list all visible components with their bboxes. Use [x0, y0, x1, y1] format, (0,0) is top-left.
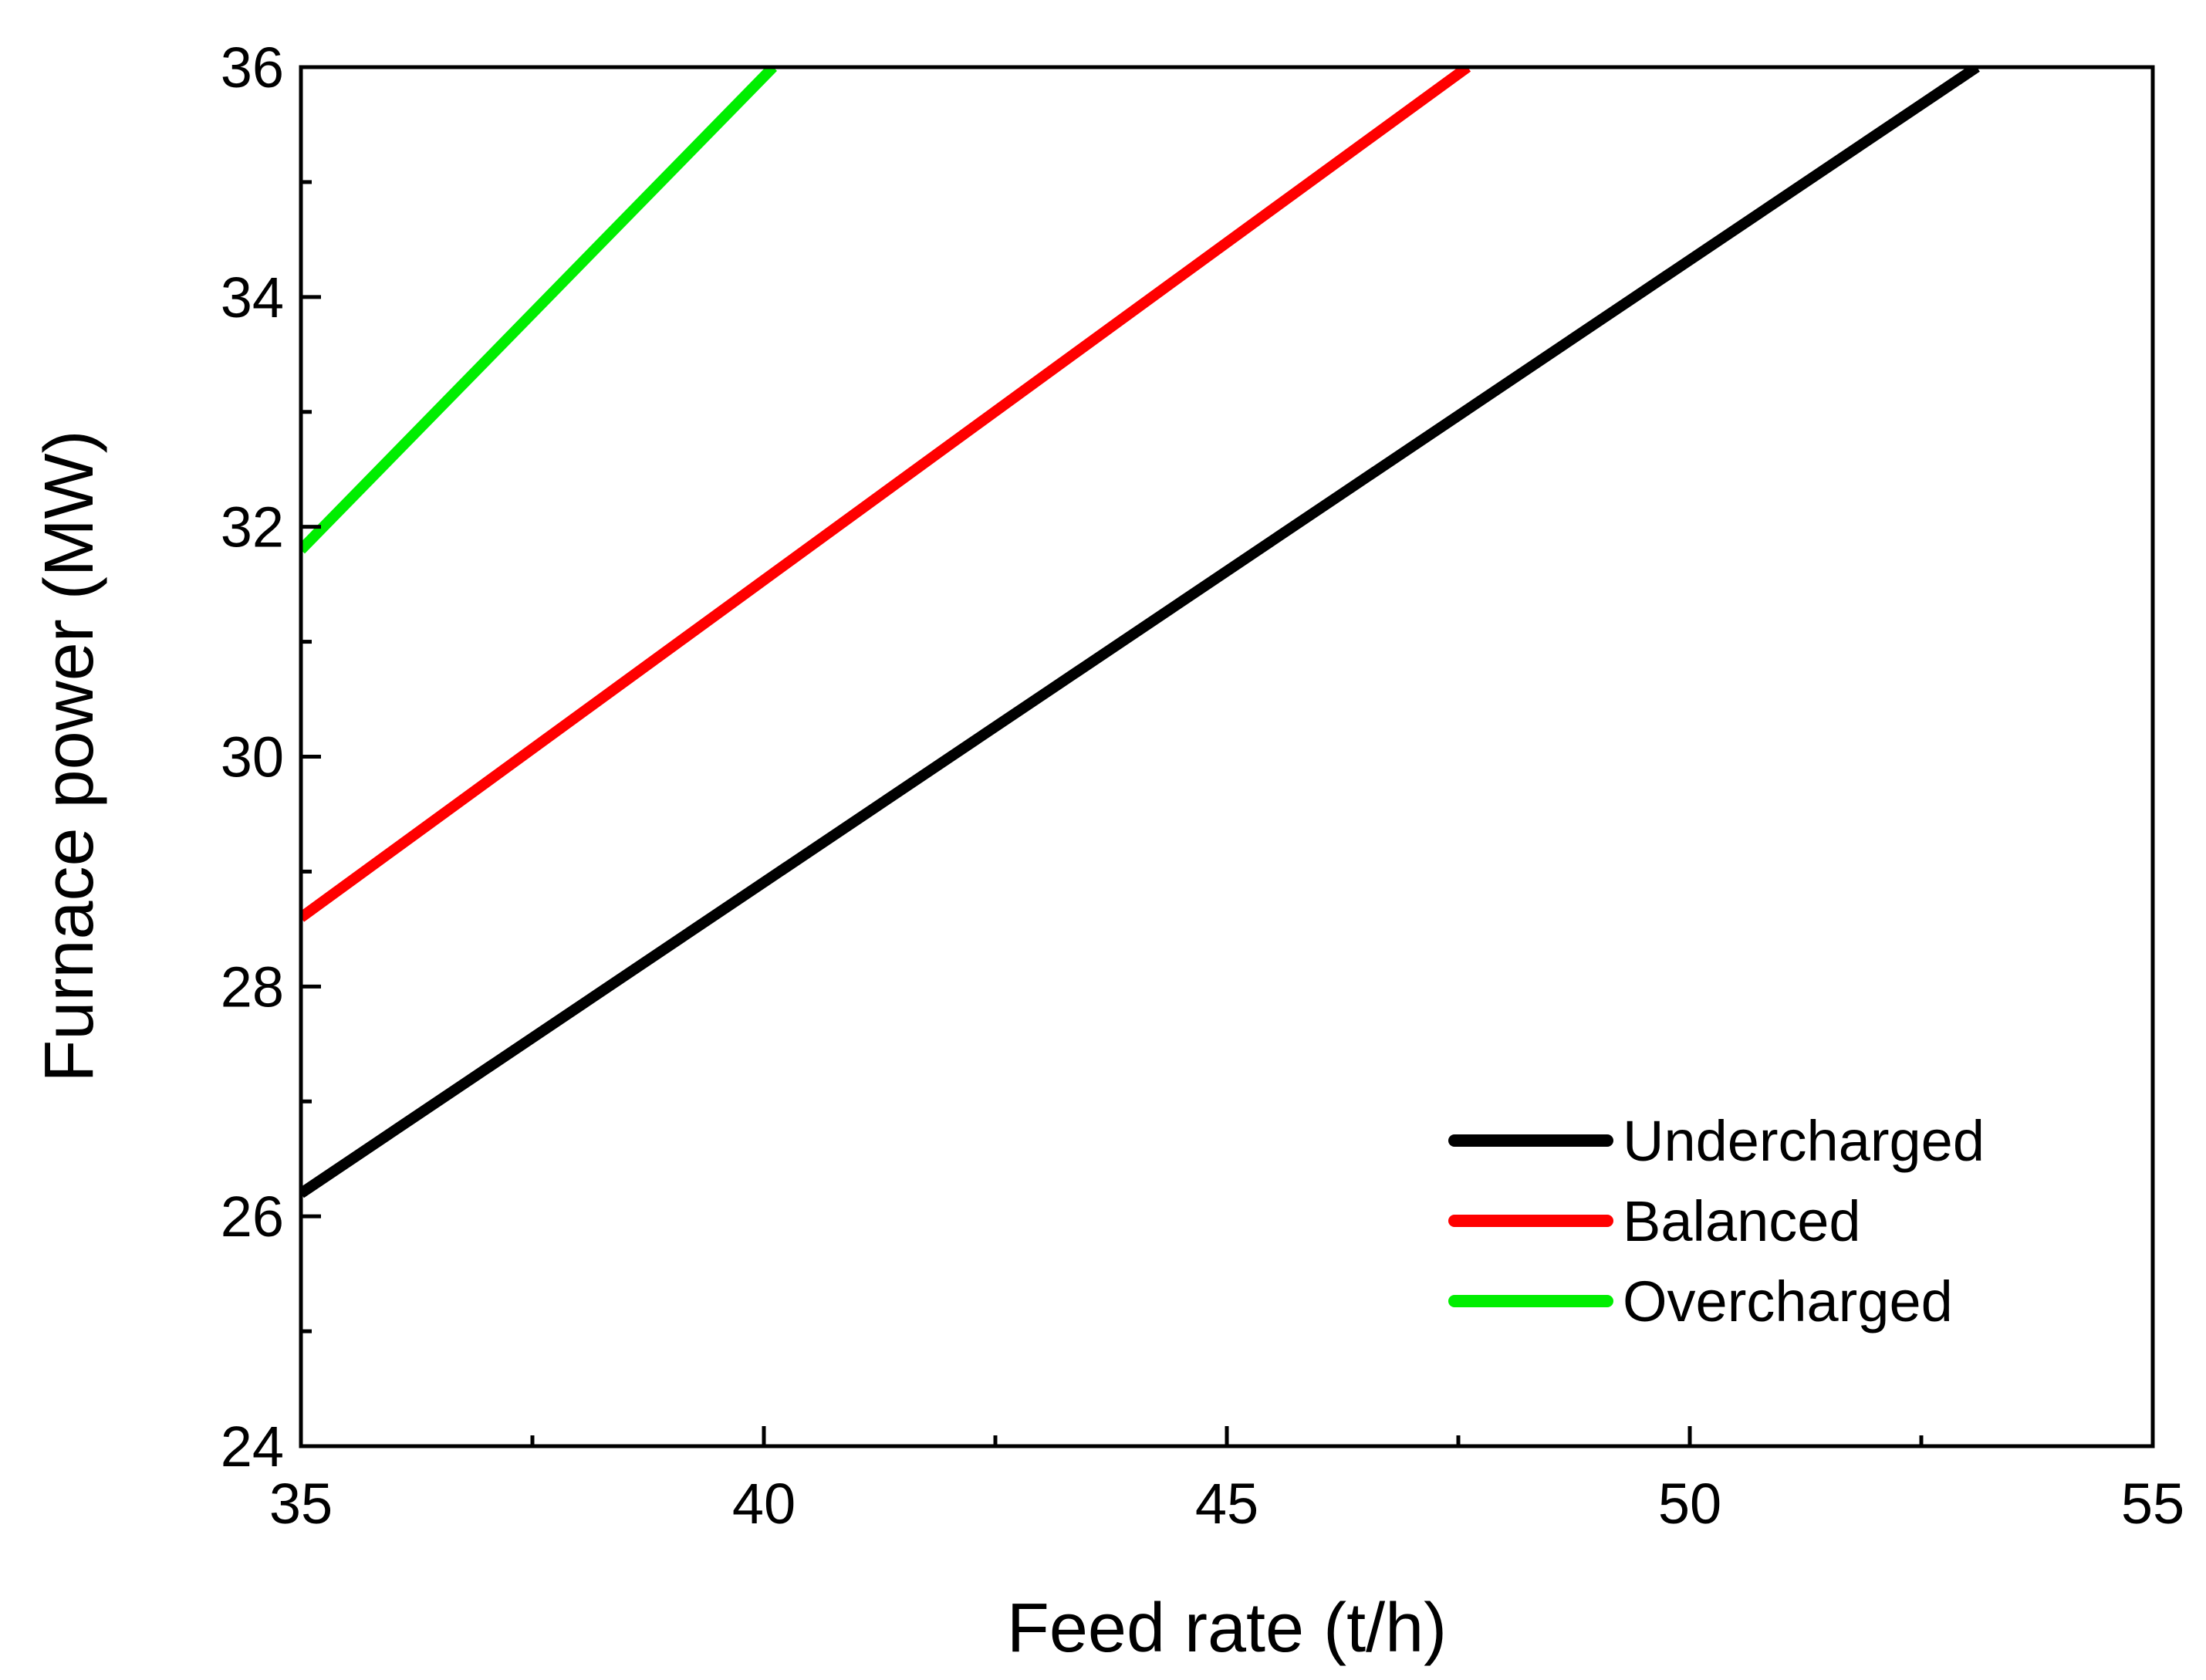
legend-label-overcharged: Overcharged	[1623, 1269, 1953, 1334]
series-line-undercharged	[301, 67, 1980, 1198]
y-tick-label: 34	[221, 265, 284, 330]
plot-frame	[299, 65, 2155, 1448]
x-tick-label: 45	[1195, 1472, 1258, 1536]
y-tick-label: 24	[221, 1415, 284, 1479]
legend-label-balanced: Balanced	[1623, 1189, 1861, 1253]
y-axis-title: Furnace power (MW)	[31, 430, 108, 1082]
y-tick-label: 32	[221, 495, 284, 559]
series-line-balanced	[301, 67, 1471, 922]
x-tick-label: 50	[1658, 1472, 1721, 1536]
y-tick-label: 36	[221, 35, 284, 100]
series-line-overcharged	[301, 67, 778, 554]
y-tick-label: 28	[221, 955, 284, 1019]
legend-label-undercharged: Undercharged	[1623, 1109, 1985, 1173]
x-axis-title: Feed rate (t/h)	[1007, 1590, 1447, 1667]
y-axis-ticks: 24 26 28 30 32 34 36	[221, 35, 321, 1479]
x-tick-label: 35	[269, 1472, 333, 1536]
x-tick-label: 55	[2121, 1472, 2184, 1536]
series-layer	[301, 67, 1980, 1198]
x-tick-label: 40	[732, 1472, 796, 1536]
legend: Undercharged Balanced Overcharged	[1448, 1109, 1985, 1334]
y-tick-label: 26	[221, 1185, 284, 1249]
y-tick-label: 30	[221, 725, 284, 789]
x-axis-ticks: 35 40 45 50 55	[269, 1426, 2184, 1536]
